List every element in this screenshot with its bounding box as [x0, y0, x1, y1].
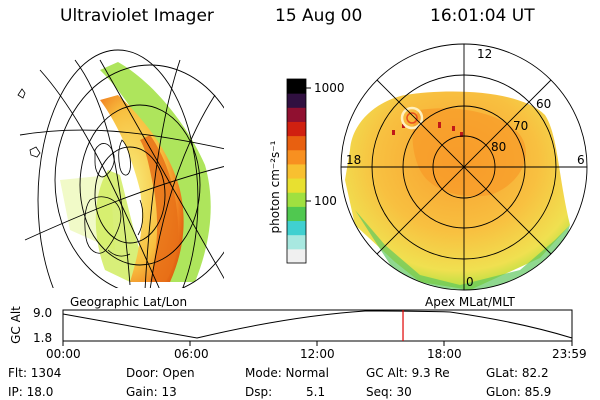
colorbar-frame — [286, 78, 307, 264]
mlt-label-12: 12 — [477, 47, 493, 61]
geographic-longitude: GLon: 85.9 — [486, 385, 552, 399]
mlt-label-6: 6 — [577, 153, 585, 167]
colorbar-segment — [287, 248, 306, 264]
geographic-globe-view — [17, 49, 224, 288]
gc-altitude: GC Alt: 9.3 Re — [366, 366, 450, 380]
timeline-x-tick-0000: 00:00 — [46, 347, 81, 361]
polar-grid — [340, 43, 588, 291]
timeline-y-tick-min: 1.8 — [33, 331, 53, 345]
mode-value: Mode: Normal — [245, 366, 329, 380]
mlt-label-18: 18 — [346, 153, 362, 167]
date-label: 15 Aug 00 — [275, 6, 363, 26]
colorbar-tick-label-1000: 1000 — [314, 81, 345, 95]
mlat-label-60: 60 — [536, 97, 552, 111]
time-label: 16:01:04 UT — [430, 6, 535, 26]
timeline-y-tick-max: 9.0 — [33, 306, 53, 320]
colorbar-unit-label: photon cm⁻²s⁻¹ — [268, 140, 282, 234]
geographic-latitude: GLat: 82.2 — [486, 366, 549, 380]
gain-value: Gain: 13 — [126, 385, 177, 399]
apex-panel-label: Apex MLat/MLT — [425, 295, 515, 309]
sequence-number: Seq: 30 — [366, 385, 412, 399]
door-status: Door: Open — [126, 366, 195, 380]
dsp-label: Dsp: — [245, 385, 273, 399]
colorbar — [287, 79, 306, 264]
colorbar-segment — [287, 206, 306, 222]
colorbar-tick-label-100: 100 — [314, 194, 337, 208]
colorbar-segment — [287, 107, 306, 122]
flight-number: Flt: 1304 — [8, 366, 62, 380]
colorbar-segment — [287, 192, 306, 207]
altitude-timeline — [62, 309, 573, 346]
dsp-value: 5.1 — [306, 385, 326, 399]
colorbar-segment — [287, 149, 306, 165]
timeline-x-tick-2359: 23:59 — [552, 347, 587, 361]
mlat-label-70: 70 — [513, 119, 529, 133]
colorbar-segment — [287, 234, 306, 250]
colorbar-segment — [287, 178, 306, 193]
colorbar-segment — [287, 163, 306, 179]
colorbar-segment — [287, 220, 306, 236]
geographic-panel-label: Geographic Lat/Lon — [70, 295, 188, 309]
timeline-x-tick-1200: 12:00 — [300, 347, 335, 361]
colorbar-segment — [287, 121, 306, 137]
instrument-title: Ultraviolet Imager — [60, 6, 214, 26]
colorbar-segment — [287, 135, 306, 151]
timeline-axis-title: GC Alt — [9, 306, 23, 344]
timeline-x-tick-0600: 06:00 — [174, 347, 209, 361]
colorbar-segment — [287, 93, 306, 108]
ip-value: IP: 18.0 — [8, 385, 54, 399]
polar-plot — [345, 91, 570, 290]
mlat-label-80: 80 — [491, 140, 507, 154]
mlt-label-0: 0 — [466, 275, 474, 289]
timeline-x-tick-1800: 18:00 — [427, 347, 462, 361]
colorbar-segment — [287, 79, 306, 94]
